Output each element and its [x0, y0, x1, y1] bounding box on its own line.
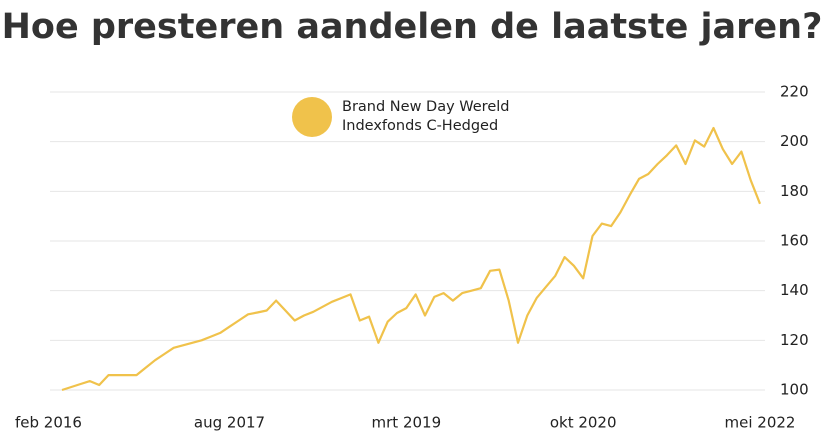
series-line: [61, 126, 762, 392]
chart-title: Hoe presteren aandelen de laatste jaren?: [2, 7, 823, 47]
x-tick-label: feb 2016: [15, 414, 82, 432]
y-tick-label: 100: [780, 381, 809, 399]
legend: Brand New Day Wereld Indexfonds C-Hedged: [292, 97, 512, 137]
legend-label: Brand New Day Wereld Indexfonds C-Hedged: [342, 99, 510, 134]
x-tick-label: mrt 2019: [372, 414, 442, 432]
y-tick-label: 180: [780, 182, 809, 200]
legend-marker: [292, 97, 332, 137]
y-tick-label: 160: [780, 232, 809, 250]
y-tick-label: 200: [780, 132, 809, 150]
y-tick-label: 120: [780, 331, 809, 349]
x-tick-label: mei 2022: [725, 414, 796, 432]
y-tick-label: 140: [780, 281, 809, 299]
x-tick-label: okt 2020: [550, 414, 617, 432]
y-tick-label: 220: [780, 83, 809, 101]
x-tick-label: aug 2017: [194, 414, 265, 432]
